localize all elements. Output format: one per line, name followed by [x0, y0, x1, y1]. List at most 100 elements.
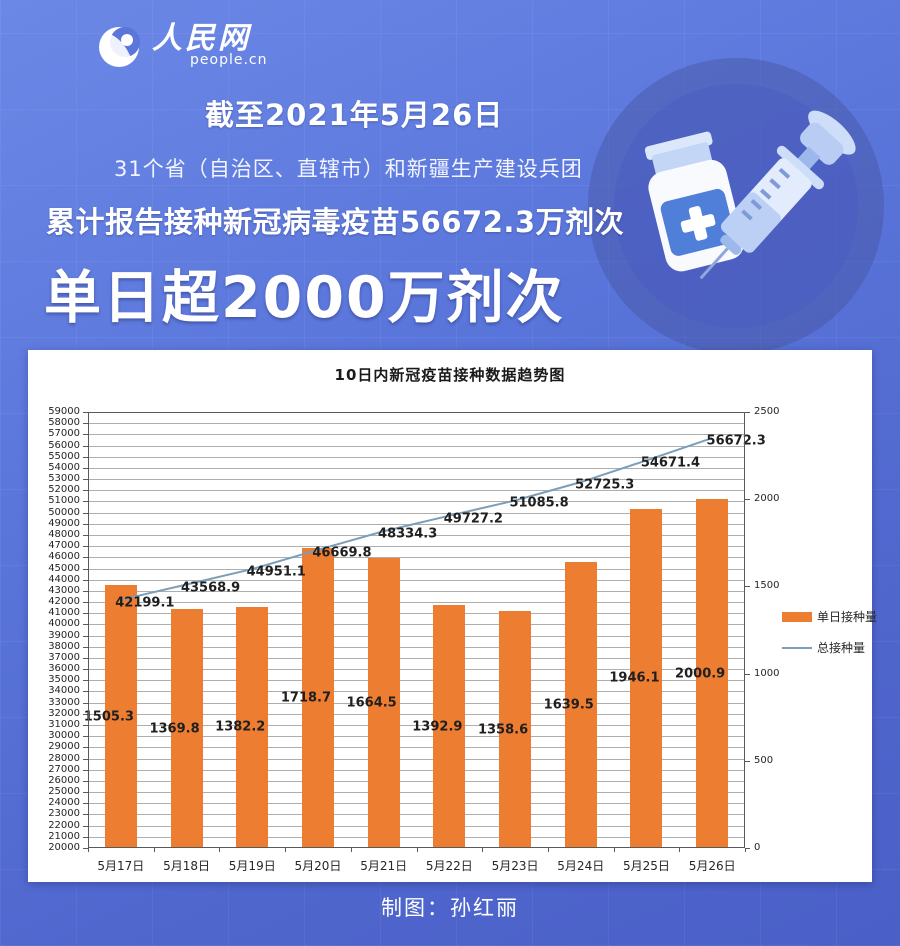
left-axis-label: 58000	[48, 417, 80, 429]
bar-value-label: 1382.2	[215, 719, 266, 735]
left-axis-tick	[83, 669, 88, 671]
left-axis-tick	[83, 814, 88, 816]
gridline	[88, 713, 745, 715]
x-axis-label: 5月17日	[97, 859, 145, 873]
left-axis-label: 36000	[48, 663, 80, 675]
legend-label-daily: 单日接种量	[817, 610, 878, 624]
gridline	[88, 557, 745, 559]
left-axis-label: 56000	[48, 439, 80, 451]
left-axis-tick	[83, 657, 88, 659]
left-axis-tick	[83, 445, 88, 447]
left-axis-tick	[83, 803, 88, 805]
plot-area: 20000 21000 22000 23000 24000 25000 26000 27000…	[28, 350, 872, 882]
left-axis-label: 31000	[48, 719, 80, 731]
right-axis-label: 2500	[754, 406, 780, 417]
gridline	[88, 534, 745, 536]
gridline	[88, 747, 745, 749]
gridline	[88, 814, 745, 816]
left-axis-tick	[83, 512, 88, 514]
bar	[630, 508, 663, 848]
left-axis-tick	[83, 836, 88, 838]
headline: 单日超2000万剂次	[44, 265, 565, 331]
right-axis-label: 1500	[754, 580, 780, 592]
left-axis-label: 32000	[48, 707, 80, 719]
x-axis-tick	[482, 848, 484, 852]
right-axis-label: 2000	[754, 493, 780, 505]
logo-name: 人民网	[152, 21, 251, 56]
gridline	[88, 624, 745, 626]
left-axis-label: 22000	[48, 819, 80, 831]
gridline	[88, 725, 745, 727]
left-axis-label: 20000	[48, 842, 80, 853]
left-axis-tick	[83, 434, 88, 436]
right-axis-tick	[745, 499, 750, 501]
right-axis-tick	[745, 848, 750, 849]
left-axis-tick	[83, 602, 88, 604]
x-axis-tick	[745, 848, 746, 852]
gridline	[88, 680, 745, 682]
line-value-label: 51085.8	[509, 495, 569, 511]
x-axis-tick	[350, 848, 352, 852]
left-axis-tick	[83, 680, 88, 682]
date-badge: 截至2021年5月26日	[205, 98, 504, 132]
left-axis-label: 35000	[48, 674, 80, 686]
line-value-label: 42199.1	[115, 595, 175, 611]
gridline	[88, 546, 745, 548]
line-value-label: 43568.9	[180, 580, 241, 595]
peoplecn-logo: 人民网 people.cn	[96, 24, 267, 70]
left-axis-tick	[83, 423, 88, 425]
gridline	[88, 501, 745, 503]
gridline	[88, 613, 745, 615]
line-value-label: 54671.4	[640, 455, 701, 471]
bar	[564, 562, 597, 848]
x-axis-label: 5月21日	[360, 859, 408, 873]
gridline	[88, 691, 745, 693]
left-axis-label: 26000	[48, 774, 80, 786]
left-axis-tick	[83, 501, 88, 503]
legend-label-cumulative: 总接种量	[817, 641, 866, 655]
gridline	[88, 836, 745, 838]
x-axis-tick	[416, 848, 418, 852]
peoplecn-logo-icon	[99, 27, 140, 67]
left-axis-tick	[83, 725, 88, 727]
gridline	[88, 803, 745, 805]
gridline	[88, 479, 745, 481]
x-axis-label: 5月20日	[294, 859, 342, 873]
plot-border	[88, 412, 745, 848]
left-axis-label: 23000	[48, 808, 80, 820]
bar	[696, 499, 729, 848]
legend-bar-swatch	[782, 611, 812, 622]
left-axis-label: 39000	[48, 629, 80, 641]
left-axis-label: 37000	[48, 651, 80, 663]
left-axis-tick	[83, 635, 88, 637]
line-value-label: 44951.1	[246, 564, 306, 580]
left-axis-label: 21000	[48, 830, 80, 842]
x-axis-tick	[219, 848, 221, 852]
left-axis-label: 40000	[48, 618, 80, 630]
right-axis-tick	[745, 673, 750, 675]
x-axis-label: 5月26日	[688, 859, 736, 873]
left-axis-label: 55000	[48, 450, 80, 462]
left-axis-tick	[83, 456, 88, 458]
x-axis-label: 5月18日	[163, 859, 210, 873]
left-axis-label: 24000	[48, 797, 80, 809]
left-axis-tick	[83, 579, 88, 581]
gridline	[88, 657, 745, 659]
line-value-label: 48334.3	[378, 526, 438, 542]
gridline	[88, 568, 745, 570]
left-axis-label: 27000	[48, 763, 80, 775]
left-axis-label: 42000	[48, 596, 80, 608]
gridline	[88, 792, 745, 794]
gridline	[88, 669, 745, 671]
bar-value-label: 1639.5	[543, 697, 594, 713]
gridline	[88, 590, 745, 592]
x-axis-tick	[88, 848, 89, 852]
x-axis-tick	[679, 848, 681, 852]
left-axis-tick	[83, 523, 88, 525]
left-axis-tick	[83, 825, 88, 827]
chart-title: 10日内新冠疫苗接种数据趋势图	[334, 366, 566, 384]
gridline	[88, 702, 745, 704]
gridline	[88, 445, 745, 447]
left-axis-tick	[83, 769, 88, 771]
left-axis-label: 38000	[48, 640, 80, 652]
